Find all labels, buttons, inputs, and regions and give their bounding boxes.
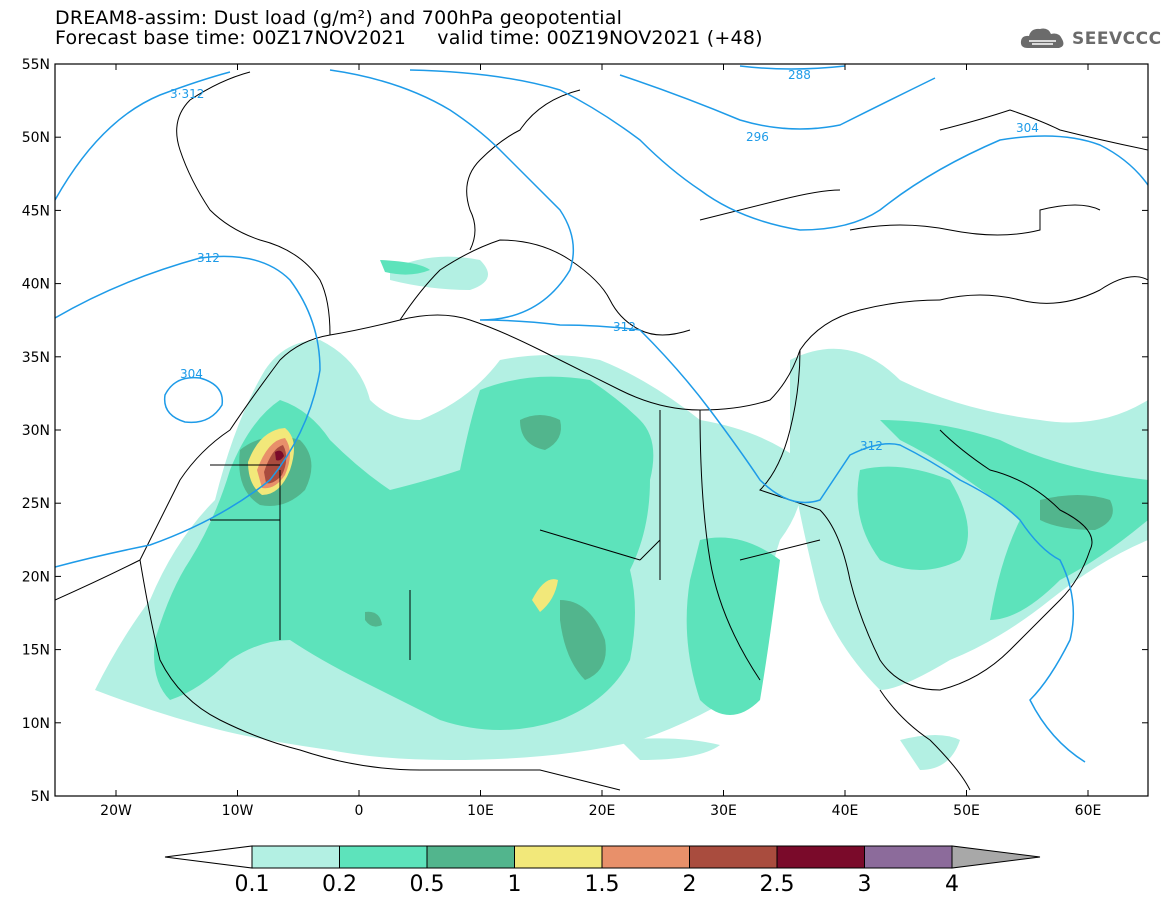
colorbar-label: 1.5 bbox=[584, 872, 620, 897]
colorbar-label: 3 bbox=[857, 872, 872, 897]
coastline bbox=[55, 71, 1148, 791]
lat-label: 50N bbox=[22, 130, 50, 146]
lon-label: 10W bbox=[222, 803, 254, 819]
contour-label: 304 bbox=[1016, 121, 1039, 135]
contour-label: 304 bbox=[180, 367, 203, 381]
lat-label: 35N bbox=[22, 350, 50, 366]
contour-288 bbox=[619, 74, 936, 130]
lat-label: 10N bbox=[22, 716, 50, 732]
lat-label: 20N bbox=[22, 569, 50, 585]
logo: SEEVCCC bbox=[1018, 24, 1162, 54]
colorbar-swatch bbox=[251, 845, 340, 869]
colorbar bbox=[164, 845, 1041, 869]
lat-label: 45N bbox=[22, 203, 50, 219]
contour-312-east bbox=[329, 69, 1086, 763]
map-title: DREAM8-assim: Dust load (g/m²) and 700hP… bbox=[55, 8, 763, 48]
contour-288-top bbox=[739, 65, 846, 70]
colorbar-swatch bbox=[514, 845, 603, 869]
contour-296 bbox=[409, 69, 1148, 231]
lat-label: 5N bbox=[31, 789, 50, 805]
lon-label: 20W bbox=[100, 803, 132, 819]
contour-label: 312 bbox=[860, 439, 883, 453]
colorbar-swatch bbox=[426, 845, 515, 869]
contour-label: 312 bbox=[197, 251, 220, 265]
colorbar-label: 0.1 bbox=[234, 872, 270, 897]
lon-label: 20E bbox=[589, 803, 616, 819]
contour-304-low bbox=[163, 376, 224, 424]
lat-axis: 55N 50N 45N 40N 35N 30N 25N 20N 15N 10N 5N bbox=[22, 57, 1148, 805]
contour-312-mid bbox=[55, 255, 321, 568]
colorbar-swatch bbox=[689, 845, 778, 869]
title-valid-time: valid time: 00Z19NOV2021 (+48) bbox=[437, 27, 763, 49]
dust-field bbox=[95, 256, 1148, 770]
geopotential-contours bbox=[55, 65, 1148, 763]
colorbar-swatch bbox=[864, 845, 953, 869]
colorbar-label: 0.2 bbox=[322, 872, 357, 897]
lon-label: 40E bbox=[832, 803, 859, 819]
colorbar-swatch bbox=[776, 845, 865, 869]
lat-label: 40N bbox=[22, 277, 50, 293]
lat-label: 30N bbox=[22, 423, 50, 439]
lon-label: 0 bbox=[355, 803, 364, 819]
lon-label: 60E bbox=[1075, 803, 1102, 819]
colorbar-label: 4 bbox=[945, 872, 959, 897]
lon-label: 50E bbox=[953, 803, 980, 819]
lat-label: 55N bbox=[22, 57, 50, 73]
lon-label: 10E bbox=[467, 803, 494, 819]
colorbar-label: 0.5 bbox=[409, 872, 445, 897]
contour-label: 296 bbox=[746, 130, 769, 144]
lat-label: 25N bbox=[22, 496, 50, 512]
colorbar-label: 2 bbox=[682, 872, 697, 897]
title-line1: DREAM8-assim: Dust load (g/m²) and 700hP… bbox=[55, 7, 623, 29]
contour-label: 288 bbox=[788, 68, 811, 82]
cloud-icon bbox=[1020, 28, 1064, 48]
contour-labels: 288 296 304 3·312 312 304 312 312 bbox=[170, 68, 1039, 453]
lon-axis: 20W 10W 0 10E 20E 30E 40E 50E 60E bbox=[100, 64, 1101, 819]
colorbar-label: 1 bbox=[507, 872, 522, 897]
title-base-time: Forecast base time: 00Z17NOV2021 bbox=[55, 27, 407, 49]
colorbar-swatch bbox=[339, 845, 428, 869]
colorbar-swatch bbox=[601, 845, 690, 869]
colorbar-label: 2.5 bbox=[759, 872, 795, 897]
contour-label: 3·312 bbox=[170, 87, 204, 101]
lat-label: 15N bbox=[22, 643, 50, 659]
colorbar-under-arrow bbox=[164, 845, 253, 869]
logo-text: SEEVCCC bbox=[1072, 29, 1162, 49]
contour-label: 312 bbox=[613, 320, 636, 334]
lon-label: 30E bbox=[710, 803, 737, 819]
colorbar-over-arrow bbox=[951, 845, 1041, 869]
contour-312-west bbox=[55, 71, 231, 201]
